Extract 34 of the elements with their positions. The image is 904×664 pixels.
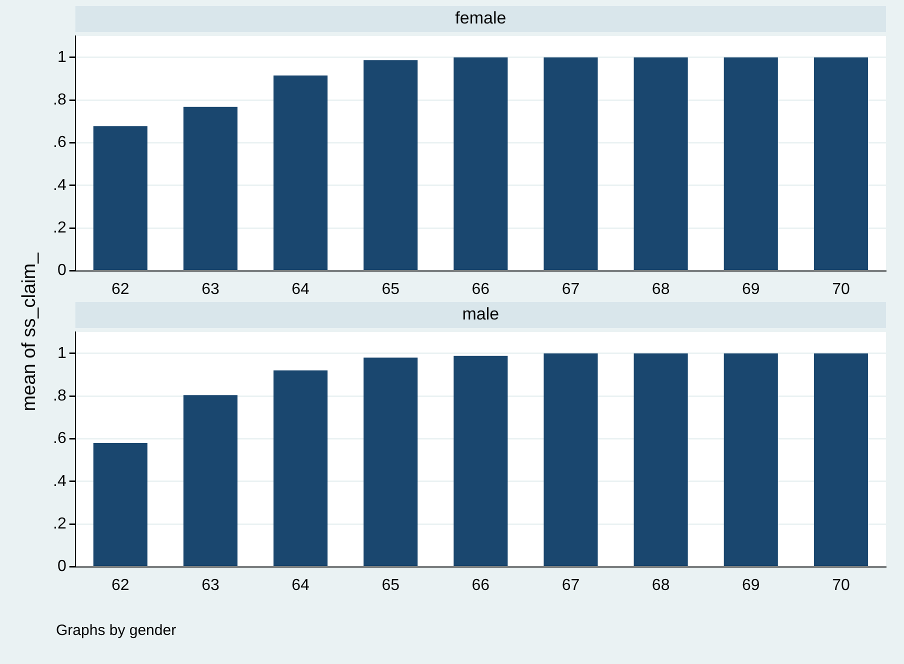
y-tick-label: .6 xyxy=(53,134,66,152)
x-tick-label: 69 xyxy=(742,576,760,594)
x-tick-label: 70 xyxy=(832,576,850,594)
x-tick-label: 67 xyxy=(562,280,580,298)
y-tick-label: 1 xyxy=(57,48,66,66)
x-tick-label: 63 xyxy=(202,280,220,298)
x-tick-label: 65 xyxy=(382,576,400,594)
y-tick-label: .8 xyxy=(53,91,66,108)
x-tick-label: 64 xyxy=(292,280,310,298)
y-tick-label: .8 xyxy=(53,387,66,404)
x-tick-label: 62 xyxy=(111,576,130,594)
x-tick-label: 65 xyxy=(382,280,400,298)
x-tick-label: 64 xyxy=(292,576,310,594)
y-axis-title: mean of ss_claim_ xyxy=(19,252,41,412)
x-tick-label: 62 xyxy=(111,280,130,298)
x-tick-label: 70 xyxy=(832,280,850,298)
y-tick-label: .6 xyxy=(53,430,66,448)
x-tick-label: 68 xyxy=(652,576,670,594)
x-tick-label: 63 xyxy=(202,576,220,594)
y-tick-label: .4 xyxy=(53,472,66,490)
chart-title: male xyxy=(462,304,500,324)
y-tick-label: .2 xyxy=(53,516,66,533)
y-tick-label: .4 xyxy=(53,176,66,194)
chart-title: female xyxy=(455,8,506,28)
text: Graphs by gender xyxy=(56,622,176,639)
y-tick-label: 0 xyxy=(57,262,66,280)
x-tick-label: 66 xyxy=(472,280,490,298)
x-tick-label: 67 xyxy=(562,576,580,594)
x-tick-label: 69 xyxy=(742,280,760,298)
y-tick-label: .2 xyxy=(53,220,66,237)
x-tick-label: 68 xyxy=(652,280,670,298)
y-tick-label: 1 xyxy=(57,344,66,362)
x-tick-label: 66 xyxy=(472,576,490,594)
y-tick-label: 0 xyxy=(57,558,66,576)
